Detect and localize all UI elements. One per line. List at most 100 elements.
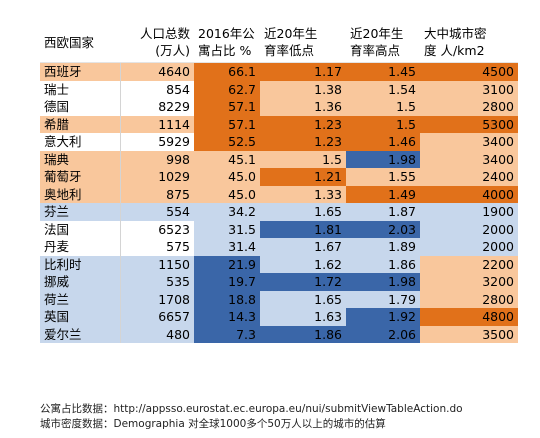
apartment-share-cell: 19.7 <box>194 273 260 291</box>
header-density-line1: 大中城市密 <box>424 26 487 41</box>
city-density-cell: 5300 <box>420 115 518 133</box>
header-high-line2: 育率高点 <box>350 43 401 58</box>
city-density-cell: 2400 <box>420 168 518 186</box>
fertility-high-cell: 1.5 <box>346 98 420 116</box>
fertility-high-cell: 1.89 <box>346 238 420 256</box>
city-density-cell: 4800 <box>420 308 518 326</box>
city-density-cell: 3500 <box>420 325 518 343</box>
population-cell: 1114 <box>120 115 194 133</box>
header-fertility-low: 近20年生育率低点 <box>260 22 346 63</box>
country-name-cell: 德国 <box>40 98 121 116</box>
fertility-low-cell: 1.67 <box>260 238 346 256</box>
fertility-high-cell: 1.54 <box>346 80 420 98</box>
table-row: 荷兰 1708 18.8 1.65 1.79 2800 <box>40 290 518 308</box>
population-cell: 4640 <box>120 62 194 81</box>
country-name-cell: 奥地利 <box>40 185 121 203</box>
city-density-cell: 2800 <box>420 98 518 116</box>
population-cell: 6657 <box>120 308 194 326</box>
header-row: 西欧国家 人口总数 (万人) 2016年公 寓占比 % 近20年生 育率低点 近20年… <box>40 22 518 63</box>
apartment-share-cell: 62.7 <box>194 80 260 98</box>
country-name-cell: 西班牙 <box>40 62 121 81</box>
header-low-line1: 近20年生 <box>264 26 318 41</box>
table-row: 挪威 535 19.7 1.72 1.98 3200 <box>40 273 518 291</box>
apartment-share-cell: 52.5 <box>194 133 260 151</box>
table-row: 丹麦 575 31.4 1.67 1.89 2000 <box>40 238 518 256</box>
city-density-cell: 1900 <box>420 203 518 221</box>
header-high-line1: 近20年生 <box>350 26 404 41</box>
city-density-cell: 3200 <box>420 273 518 291</box>
population-cell: 875 <box>120 185 194 203</box>
data-table-container: 西欧国家 人口总数 (万人) 2016年公 寓占比 % 近20年生 育率低点 近20年… <box>40 22 518 343</box>
population-cell: 1150 <box>120 255 194 273</box>
population-cell: 8229 <box>120 98 194 116</box>
population-cell: 6523 <box>120 220 194 238</box>
table-row: 瑞典 998 45.1 1.5 1.98 3400 <box>40 150 518 168</box>
fertility-high-cell: 1.79 <box>346 290 420 308</box>
table-row: 英国 6657 14.3 1.63 1.92 4800 <box>40 308 518 326</box>
city-density-cell: 2800 <box>420 290 518 308</box>
header-apartment-share: 2016年公 寓占比 % <box>194 22 260 63</box>
country-name-cell: 希腊 <box>40 115 121 133</box>
fertility-high-cell: 1.92 <box>346 308 420 326</box>
apartment-share-cell: 45.0 <box>194 168 260 186</box>
header-density-line2: 度 人/km2 <box>424 43 485 58</box>
country-name-cell: 爱尔兰 <box>40 325 121 343</box>
header-population-line2: (万人) <box>155 43 190 58</box>
apartment-share-cell: 14.3 <box>194 308 260 326</box>
fertility-low-cell: 1.17 <box>260 62 346 81</box>
population-cell: 5929 <box>120 133 194 151</box>
apartment-share-cell: 45.0 <box>194 185 260 203</box>
apartment-share-cell: 31.4 <box>194 238 260 256</box>
city-density-cell: 2200 <box>420 255 518 273</box>
fertility-high-cell: 1.45 <box>346 62 420 81</box>
fertility-high-cell: 1.46 <box>346 133 420 151</box>
fertility-low-cell: 1.81 <box>260 220 346 238</box>
apartment-share-cell: 7.3 <box>194 325 260 343</box>
header-low-line2: 育率低点 <box>264 43 315 58</box>
country-name-cell: 瑞典 <box>40 150 121 168</box>
apartment-share-cell: 18.8 <box>194 290 260 308</box>
source-notes: 公寓占比数据：http://appsso.eurostat.ec.europa.… <box>40 402 530 432</box>
source-note-apartment: 公寓占比数据：http://appsso.eurostat.ec.europa.… <box>40 403 463 415</box>
table-row: 西班牙 4640 66.1 1.17 1.45 4500 <box>40 62 518 81</box>
header-share-line2: 寓占比 % <box>198 43 252 58</box>
header-country: 西欧国家 <box>40 22 120 63</box>
apartment-share-cell: 45.1 <box>194 150 260 168</box>
city-density-cell: 3100 <box>420 80 518 98</box>
west-europe-table: 西欧国家 人口总数 (万人) 2016年公 寓占比 % 近20年生 育率低点 近20年… <box>40 22 518 343</box>
header-city-density: 大中城市密度 人/km2 <box>420 22 518 63</box>
population-cell: 480 <box>120 325 194 343</box>
fertility-high-cell: 1.86 <box>346 255 420 273</box>
apartment-share-cell: 31.5 <box>194 220 260 238</box>
table-header: 西欧国家 人口总数 (万人) 2016年公 寓占比 % 近20年生 育率低点 近20年… <box>40 22 518 63</box>
table-row: 意大利 5929 52.5 1.23 1.46 3400 <box>40 133 518 151</box>
country-name-cell: 法国 <box>40 220 121 238</box>
fertility-low-cell: 1.62 <box>260 255 346 273</box>
fertility-low-cell: 1.21 <box>260 168 346 186</box>
city-density-cell: 3400 <box>420 150 518 168</box>
fertility-low-cell: 1.33 <box>260 185 346 203</box>
fertility-high-cell: 1.55 <box>346 168 420 186</box>
apartment-share-cell: 57.1 <box>194 115 260 133</box>
city-density-cell: 2000 <box>420 238 518 256</box>
fertility-low-cell: 1.5 <box>260 150 346 168</box>
fertility-low-cell: 1.65 <box>260 290 346 308</box>
city-density-cell: 3400 <box>420 133 518 151</box>
country-name-cell: 芬兰 <box>40 203 121 221</box>
country-name-cell: 丹麦 <box>40 238 121 256</box>
apartment-share-cell: 34.2 <box>194 203 260 221</box>
fertility-low-cell: 1.23 <box>260 133 346 151</box>
table-row: 希腊 1114 57.1 1.23 1.5 5300 <box>40 115 518 133</box>
table-row: 瑞士 854 62.7 1.38 1.54 3100 <box>40 80 518 98</box>
country-name-cell: 瑞士 <box>40 80 121 98</box>
population-cell: 575 <box>120 238 194 256</box>
source-note-density: 城市密度数据：Demographia 对全球1000多个50万人以上的城市的估算 <box>40 418 386 430</box>
apartment-share-cell: 66.1 <box>194 62 260 81</box>
table-row: 爱尔兰 480 7.3 1.86 2.06 3500 <box>40 325 518 343</box>
fertility-high-cell: 1.87 <box>346 203 420 221</box>
apartment-share-cell: 21.9 <box>194 255 260 273</box>
fertility-low-cell: 1.72 <box>260 273 346 291</box>
country-name-cell: 荷兰 <box>40 290 121 308</box>
fertility-high-cell: 1.98 <box>346 150 420 168</box>
fertility-low-cell: 1.36 <box>260 98 346 116</box>
